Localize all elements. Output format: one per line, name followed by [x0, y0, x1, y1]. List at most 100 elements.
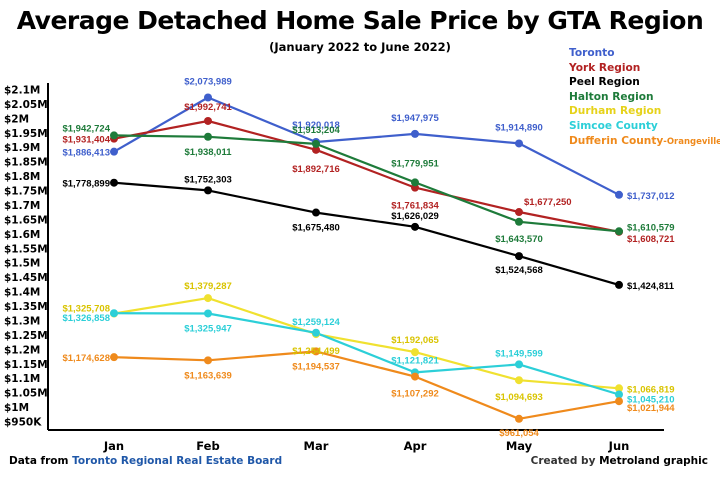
data-point: [110, 178, 118, 187]
y-tick-label: $1.7M: [4, 200, 40, 212]
data-label: $1,677,250: [524, 197, 572, 208]
y-tick-label: $1.05M: [4, 388, 48, 400]
source-link[interactable]: Toronto Regional Real Estate Board: [72, 455, 283, 467]
legend-item: Dufferin County-Orangeville: [569, 134, 720, 150]
y-tick-label: $2M: [4, 113, 29, 125]
data-point: [615, 280, 623, 289]
legend-item: York Region: [569, 61, 720, 76]
data-point: [312, 145, 320, 154]
data-point: [204, 116, 212, 125]
data-point: [515, 208, 523, 217]
data-point: [515, 252, 523, 261]
series-line: [113, 181, 620, 286]
data-label: $1,608,721: [627, 234, 675, 245]
y-axis-ticks: $950K $1M $1.05M $1.1M $1.15M $1.2M $1.25M $1.3…: [4, 85, 48, 429]
data-label: $1,992,741: [184, 102, 232, 113]
x-tick-label: Jun: [608, 439, 630, 453]
data-point: [615, 384, 623, 393]
data-label: $1,107,292: [391, 389, 439, 400]
data-label: $1,424,811: [627, 281, 675, 292]
data-label: $1,194,537: [292, 361, 340, 372]
legend-item-label: Toronto: [569, 47, 615, 59]
data-label: $1,914,890: [495, 122, 543, 133]
x-axis-ticks: Jan Feb Mar Apr May Jun: [103, 439, 629, 453]
y-tick-label: $1.9M: [4, 142, 40, 154]
series-line: [113, 350, 620, 420]
data-point: [204, 93, 212, 102]
y-tick-label: $1.25M: [4, 330, 48, 342]
data-label: $1,254,499: [292, 346, 340, 357]
data-point: [110, 131, 118, 140]
data-point: [411, 372, 419, 381]
y-tick-label: $2.05M: [4, 99, 48, 111]
credit-prefix: Created by: [530, 455, 596, 467]
series-line: [113, 96, 620, 196]
data-point: [204, 309, 212, 318]
data-point: [312, 208, 320, 217]
data-label: $1,626,029: [391, 211, 439, 222]
data-point: [515, 139, 523, 148]
data-label: $1,163,639: [184, 370, 232, 381]
y-tick-label: $1.8M: [4, 171, 40, 183]
data-label: $1,913,204: [292, 125, 340, 136]
data-point: [515, 360, 523, 369]
chart-title: Average Detached Home Sale Price by GTA …: [16, 6, 704, 35]
chart-axes: [47, 83, 664, 431]
data-label: $1,174,628: [62, 353, 110, 364]
data-label: $1,942,724: [62, 123, 110, 134]
data-label: $1,752,303: [184, 174, 232, 185]
data-point: [411, 178, 419, 187]
data-label: $1,947,975: [391, 113, 439, 124]
legend-item: Toronto: [569, 46, 720, 61]
data-point: [110, 147, 118, 156]
legend-item-suffix: -Orangeville: [663, 136, 720, 147]
data-label: $1,379,287: [184, 281, 232, 292]
legend-item-label: York Region: [569, 61, 641, 74]
legend-item: Simcoe County: [569, 119, 720, 134]
data-point: [615, 227, 623, 236]
data-point: [615, 397, 623, 406]
data-point: [204, 356, 212, 365]
data-label: $1,325,947: [184, 323, 232, 334]
y-tick-label: $1.3M: [4, 315, 40, 327]
data-label: $1,094,693: [495, 392, 543, 403]
y-tick-label: $1.85M: [4, 157, 48, 169]
data-label: $1,326,858: [62, 313, 110, 324]
series-line: [113, 119, 620, 233]
x-tick-label: Apr: [404, 439, 427, 453]
y-tick-label: $1.35M: [4, 301, 48, 313]
series-line: [113, 297, 620, 390]
data-label: $1,066,819: [627, 384, 675, 395]
data-point: [312, 328, 320, 337]
data-label: $1,259,124: [292, 317, 340, 328]
data-label: $1,325,708: [62, 304, 110, 315]
data-label: $1,778,899: [62, 179, 110, 190]
data-label: $1,938,011: [184, 147, 232, 158]
y-tick-label: $1.75M: [4, 186, 48, 198]
data-label: $1,675,480: [292, 223, 340, 234]
data-label: $1,892,716: [292, 164, 340, 175]
data-point: [615, 390, 623, 399]
credit-name: Metroland graphic: [599, 455, 708, 467]
data-label: $1,920,018: [292, 120, 340, 131]
data-label: $1,021,944: [627, 403, 675, 414]
data-point: [204, 186, 212, 195]
data-point: [515, 376, 523, 385]
y-tick-label: $1.1M: [4, 373, 40, 385]
data-label: $1,121,821: [391, 355, 439, 366]
data-label: $1,779,951: [391, 158, 439, 169]
y-tick-label: $1.55M: [4, 243, 48, 255]
chart-subtitle: (January 2022 to June 2022): [269, 40, 451, 54]
legend-item-label: Peel Region: [569, 76, 640, 89]
source-prefix: Data from: [9, 455, 69, 467]
data-point: [312, 347, 320, 356]
y-tick-label: $1.5M: [4, 258, 40, 270]
data-label: $1,931,404: [62, 135, 110, 146]
legend-item-label: Halton Region: [569, 90, 654, 103]
data-label: $1,149,599: [495, 348, 543, 359]
source-note: Data from Toronto Regional Real Estate B…: [9, 455, 282, 467]
data-label: $1,643,570: [495, 234, 543, 245]
x-tick-label: Feb: [196, 439, 219, 453]
y-tick-label: $1.95M: [4, 128, 48, 140]
